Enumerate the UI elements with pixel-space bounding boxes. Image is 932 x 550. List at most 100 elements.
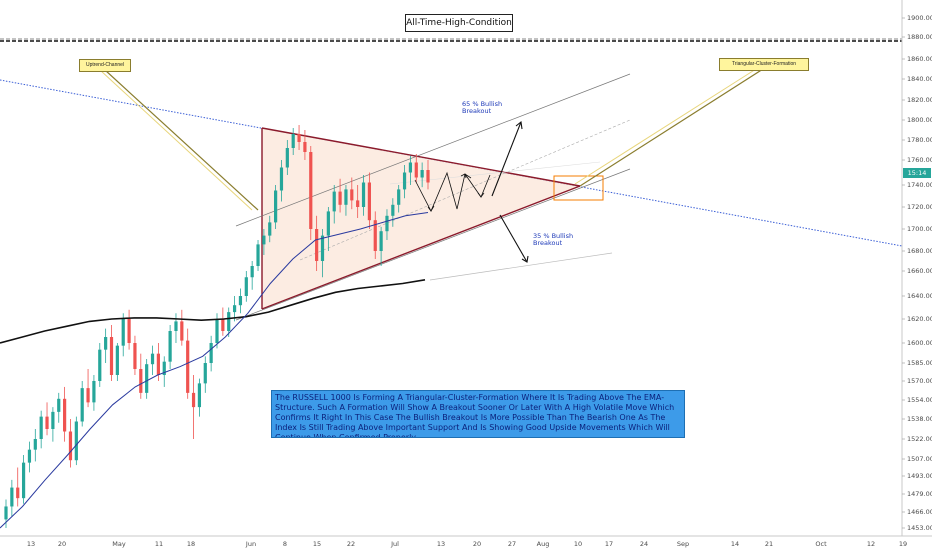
bullish-35-label: 35 % Bullish Breakout [533, 232, 574, 247]
candle-body [356, 200, 360, 207]
triangle-formation-label: Triangular-Cluster-Formation [719, 58, 809, 71]
price-tick-label: 1800.00 [907, 116, 932, 124]
horizontal-resistance [389, 161, 601, 185]
time-tick-label: Oct [815, 540, 827, 548]
candle-body [391, 204, 395, 216]
trend-lines [0, 38, 903, 321]
breakout-arrows [414, 120, 529, 263]
candle-body [215, 319, 219, 343]
analysis-note: The RUSSELL 1000 Is Forming A Triangular… [271, 390, 685, 438]
candle-body [373, 220, 377, 251]
candle-body [39, 416, 43, 439]
candle-body [332, 191, 336, 212]
candle-body [367, 182, 371, 221]
candle-body [221, 319, 225, 331]
candle-body [408, 162, 413, 173]
zigzag-arrowhead [477, 192, 485, 198]
candle-body [57, 398, 61, 412]
candle-body [139, 369, 143, 393]
candle-body [209, 343, 213, 363]
candle-body [309, 152, 313, 229]
time-tick-label: 10 [574, 540, 582, 548]
price-tick-label: 1900.00 [907, 14, 932, 22]
time-tick-label: Jul [390, 540, 399, 548]
price-tick-label: 1820.00 [907, 96, 932, 104]
bearish-arrow-head [521, 255, 529, 263]
time-tick-label: 17 [605, 540, 613, 548]
price-tick-label: 1493.00 [907, 472, 932, 480]
price-tick-label: 1860.00 [907, 55, 932, 63]
candle-body [180, 321, 184, 341]
time-tick-label: May [112, 540, 126, 548]
zigzag-arrowhead [427, 205, 435, 212]
candle-body [4, 506, 8, 520]
candle-body [203, 363, 207, 384]
time-tick-label: 20 [58, 540, 66, 548]
candle-body [51, 411, 55, 429]
uptrend-callout-pointer-shade [99, 69, 253, 211]
ema-long-line [0, 279, 426, 344]
candle-body [191, 392, 196, 408]
candle-body [297, 134, 301, 142]
time-tick-label: 27 [508, 540, 516, 548]
candle-body [174, 321, 178, 331]
price-tick-label: 1554.00 [907, 396, 932, 404]
candle-body [326, 211, 330, 236]
candle-body [150, 353, 155, 365]
channel-upper-line [235, 73, 631, 227]
price-tick-label: 1680.00 [907, 247, 932, 255]
time-axis[interactable]: 13 20 May 11 18 Jun 8 15 22 Jul 13 20 27 Aug 10 17 24 Sep… [0, 535, 932, 548]
candle-body [16, 487, 20, 499]
candle-body [268, 222, 272, 236]
candle-body [92, 381, 96, 403]
candle-body [68, 431, 73, 461]
candle-body [133, 343, 137, 369]
candle-body [303, 142, 307, 152]
price-tick-label: 1585.00 [907, 359, 932, 367]
ema-lines [0, 212, 429, 529]
candle-body [74, 421, 78, 461]
time-tick-label: Sep [677, 540, 689, 548]
candle-body [227, 312, 231, 331]
candle-body [397, 189, 401, 205]
bullish-arrow-head [515, 120, 523, 130]
candle-body [63, 398, 67, 432]
price-tick-label: 1780.00 [907, 136, 932, 144]
candle-body [145, 364, 149, 393]
candle-body [10, 487, 14, 507]
price-tick-label: 1660.00 [907, 267, 932, 275]
candle-body [156, 353, 160, 375]
candle-body [256, 244, 260, 266]
price-tick-label: 1720.00 [907, 203, 932, 211]
time-tick-label: 8 [283, 540, 287, 548]
candle-body [168, 331, 172, 362]
triangle-upper-edge [261, 127, 581, 187]
price-tick-label: 1740.00 [907, 181, 932, 189]
triangle-lower-edge [261, 185, 581, 310]
candle-body [33, 439, 37, 450]
price-tick-label: 1538.00 [907, 415, 932, 423]
candle-body [244, 277, 248, 296]
candle-body [320, 235, 325, 261]
time-tick-label: 20 [473, 540, 481, 548]
candle-body [232, 305, 237, 313]
time-tick-label: 18 [187, 540, 195, 548]
time-tick-label: 12 [867, 540, 875, 548]
lower-target-line [429, 252, 613, 281]
candle-body [426, 170, 430, 183]
candle-body [350, 189, 354, 201]
current-price-tag: 15:14 [903, 168, 931, 178]
price-axis[interactable]: 1900.00 1880.00 1860.00 1840.00 1820.00 1800.… [901, 0, 932, 536]
bullish-arrow [491, 121, 522, 197]
candle-body [361, 182, 366, 207]
candle-body [402, 172, 407, 190]
candle-body [115, 345, 119, 375]
triangle-callout-pointer-shade [574, 68, 757, 185]
candle-body [250, 266, 254, 278]
candle-body [279, 167, 284, 191]
time-tick-label: 24 [640, 540, 648, 548]
candles [4, 125, 430, 528]
candle-body [197, 383, 202, 408]
bearish-arrow [499, 214, 528, 263]
